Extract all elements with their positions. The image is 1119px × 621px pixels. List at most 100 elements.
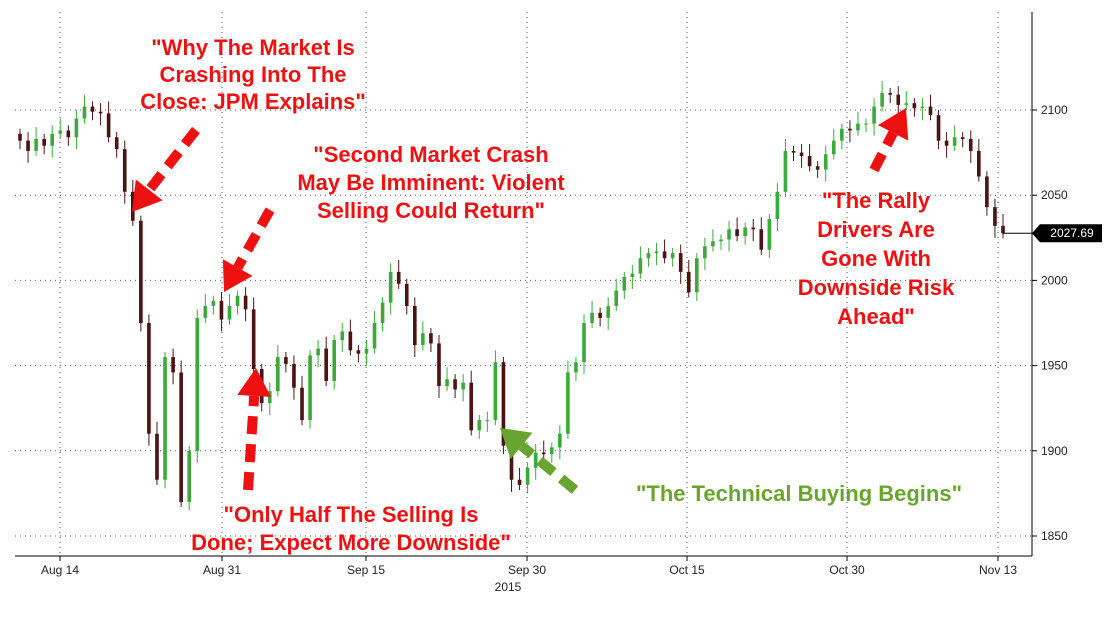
candle-body <box>888 92 893 95</box>
candle-body <box>18 133 22 141</box>
candle-body <box>114 137 119 150</box>
candle-body <box>703 246 707 259</box>
candle-body <box>98 111 103 114</box>
candle-body <box>139 220 143 323</box>
candle-body <box>775 191 780 220</box>
annotation-line: Drivers Are <box>817 217 935 242</box>
candle-body <box>574 362 578 373</box>
candle-body <box>340 331 345 341</box>
candle-body <box>977 150 981 177</box>
candle-body <box>412 305 417 346</box>
y-tick-label: 2050 <box>1041 188 1068 202</box>
candle-body <box>364 348 369 354</box>
candle-body <box>735 229 739 237</box>
annotation-line: Crashing Into The <box>160 62 347 87</box>
candle-body <box>421 333 425 346</box>
candle-body <box>493 362 498 421</box>
candle-body <box>276 357 280 392</box>
annotation-line: "The Rally <box>822 188 931 213</box>
candle-body <box>678 253 683 272</box>
candle-body <box>670 253 675 259</box>
candle-body <box>912 103 917 109</box>
candle-body <box>751 227 756 230</box>
candle-body <box>662 251 667 259</box>
candle-body <box>267 391 272 404</box>
candle-body <box>654 251 659 254</box>
candle-body <box>356 350 361 354</box>
candle-body <box>533 452 538 468</box>
candle-body <box>711 241 715 247</box>
candle-body <box>26 140 30 151</box>
y-tick-label: 1900 <box>1041 444 1068 458</box>
candle-body <box>42 138 46 146</box>
x-tick-label: Sep 15 <box>347 563 385 577</box>
candle-body <box>437 343 441 387</box>
candle-body <box>590 312 594 323</box>
axis-layer: 1850 1900 1950 2000 2050 2100 Aug 14 Aug 31 Sep … <box>15 12 1102 594</box>
candle-body <box>461 382 465 390</box>
y-tick-label: 2000 <box>1041 273 1068 287</box>
candle-body <box>743 227 747 237</box>
arrow-shaft <box>518 441 579 494</box>
candle-body <box>985 176 989 208</box>
x-tick-label: Sep 30 <box>508 563 546 577</box>
candle-body <box>332 340 337 381</box>
x-tick-label: Oct 30 <box>829 563 865 577</box>
arrow-head <box>878 108 909 141</box>
annotation-line: Close: JPM Explains" <box>140 89 366 114</box>
candle-body <box>106 113 111 138</box>
annotation-line: Done; Expect More Downside" <box>191 530 511 555</box>
candle-body <box>566 372 570 434</box>
candle-body <box>122 149 127 192</box>
candle-body <box>993 207 997 226</box>
candle-body <box>695 258 699 293</box>
candle-body <box>517 479 522 485</box>
arrow-head <box>500 428 533 459</box>
arrow-head <box>132 179 163 212</box>
candle-body <box>404 283 409 306</box>
candle-body <box>541 452 546 455</box>
y-tick-label: 2100 <box>1041 103 1068 117</box>
annotation-line: Selling Could Return" <box>317 198 545 223</box>
candle-body <box>807 156 812 167</box>
candle-body <box>928 106 933 116</box>
candle-body <box>469 382 474 431</box>
candle-body <box>880 92 884 107</box>
candle-body <box>904 103 909 105</box>
candle-body <box>823 154 828 170</box>
candle-body <box>582 323 586 363</box>
candle-body <box>34 138 38 151</box>
candle-body <box>638 258 643 274</box>
candle-body <box>316 348 320 356</box>
candle-body <box>960 137 965 139</box>
candle-body <box>300 387 304 421</box>
arrow-shaft <box>145 126 200 194</box>
candle-body <box>66 130 71 138</box>
candle-body <box>163 357 167 480</box>
candle-body <box>284 357 288 364</box>
candle-body <box>598 312 602 318</box>
candle-body <box>936 115 941 141</box>
candle-body <box>429 333 433 344</box>
candle-body <box>920 106 925 109</box>
candle-body <box>831 140 836 155</box>
candle-body <box>799 152 804 157</box>
x-tick-label: Nov 13 <box>979 563 1017 577</box>
candle-body <box>292 363 296 388</box>
candle-body <box>477 420 482 431</box>
grid-layer <box>15 12 1032 556</box>
annotation-line: Ahead" <box>837 304 915 329</box>
annotation-line: "Why The Market Is <box>151 35 355 60</box>
candle-body <box>848 128 852 131</box>
candle-body <box>856 123 860 131</box>
candle-body <box>453 379 457 390</box>
annotation-line: Gone With <box>821 246 931 271</box>
arrow-shaft <box>233 207 275 271</box>
candle-body <box>558 433 562 448</box>
candle-body <box>1001 225 1005 234</box>
arrow-head <box>237 368 272 398</box>
candle-body <box>840 128 844 141</box>
candle-body <box>147 323 151 434</box>
candle-body <box>767 219 772 250</box>
